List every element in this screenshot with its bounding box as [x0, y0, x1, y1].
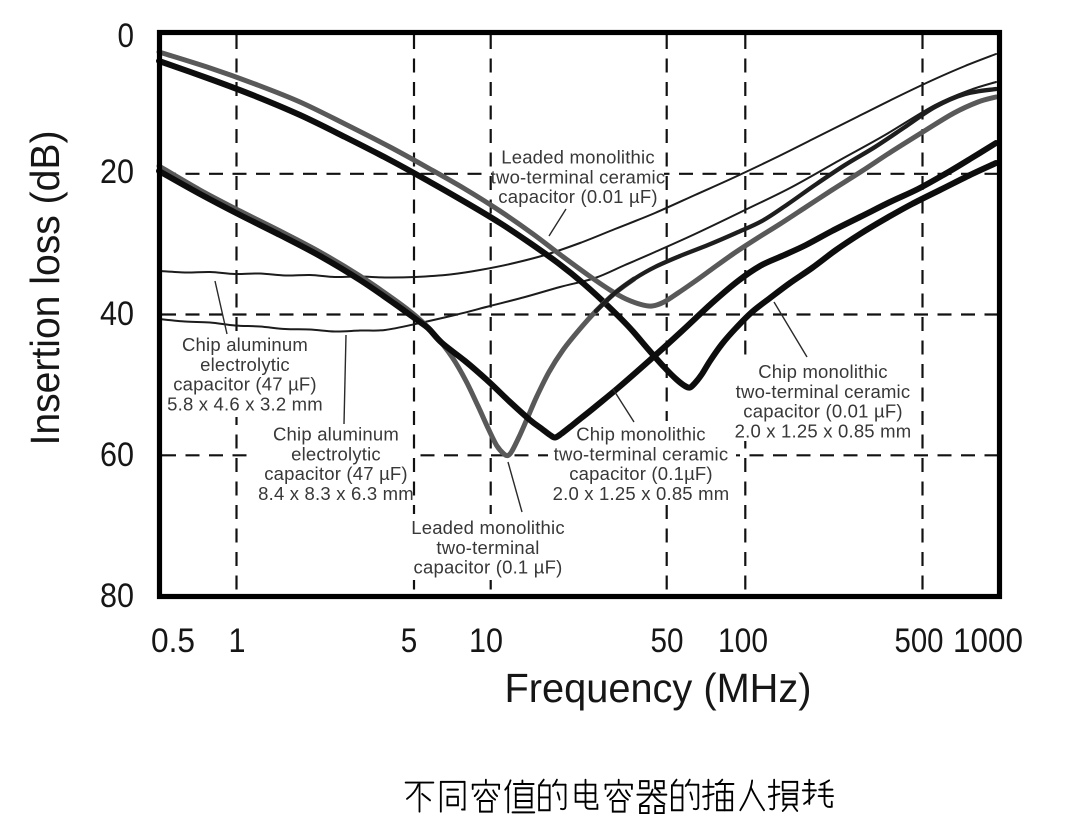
- svg-text:1: 1: [229, 622, 246, 660]
- svg-text:50: 50: [651, 622, 684, 660]
- svg-text:10: 10: [469, 622, 503, 660]
- svg-text:two-terminal: two-terminal: [436, 537, 539, 558]
- svg-text:8.4 x 8.3 x 6.3 mm: 8.4 x 8.3 x 6.3 mm: [258, 483, 414, 504]
- svg-text:Insertion loss (dB): Insertion loss (dB): [22, 131, 68, 446]
- svg-text:2.0 x 1.25 x 0.85 mm: 2.0 x 1.25 x 0.85 mm: [553, 483, 730, 504]
- svg-text:20: 20: [100, 153, 134, 191]
- svg-text:Leaded monolithic: Leaded monolithic: [411, 517, 565, 538]
- svg-text:capacitor (0.1 µF): capacitor (0.1 µF): [414, 557, 563, 578]
- svg-text:500: 500: [895, 622, 944, 660]
- svg-text:Chip monolithic: Chip monolithic: [576, 424, 705, 445]
- svg-text:5: 5: [401, 622, 418, 660]
- svg-text:60: 60: [100, 436, 134, 474]
- svg-text:two-terminal ceramic: two-terminal ceramic: [736, 381, 911, 402]
- svg-text:capacitor (47 µF): capacitor (47 µF): [264, 463, 408, 484]
- svg-text:0.5: 0.5: [151, 622, 195, 660]
- svg-text:5.8 x 4.6 x 3.2 mm: 5.8 x 4.6 x 3.2 mm: [167, 393, 323, 414]
- svg-text:two-terminal ceramic: two-terminal ceramic: [554, 443, 729, 464]
- svg-text:Chip aluminum: Chip aluminum: [182, 334, 308, 355]
- svg-text:capacitor (0.1µF): capacitor (0.1µF): [569, 463, 713, 484]
- svg-text:electrolytic: electrolytic: [200, 354, 290, 375]
- svg-text:electrolytic: electrolytic: [291, 443, 381, 464]
- svg-text:100: 100: [718, 622, 768, 660]
- svg-text:capacitor (0.01 µF): capacitor (0.01 µF): [498, 186, 657, 207]
- svg-text:Frequency (MHz): Frequency (MHz): [505, 665, 812, 711]
- svg-text:Leaded monolithic: Leaded monolithic: [501, 147, 655, 168]
- svg-text:40: 40: [100, 295, 134, 333]
- svg-text:two-terminal ceramic: two-terminal ceramic: [491, 166, 666, 187]
- svg-text:capacitor (0.01 µF): capacitor (0.01 µF): [743, 401, 902, 422]
- svg-text:1000: 1000: [953, 622, 1023, 660]
- svg-text:Chip monolithic: Chip monolithic: [758, 361, 887, 382]
- svg-text:80: 80: [100, 577, 134, 615]
- svg-text:Chip aluminum: Chip aluminum: [273, 424, 399, 445]
- svg-text:0: 0: [118, 17, 135, 55]
- svg-text:capacitor (47 µF): capacitor (47 µF): [173, 374, 317, 395]
- svg-text:2.0 x 1.25 x 0.85 mm: 2.0 x 1.25 x 0.85 mm: [735, 420, 912, 441]
